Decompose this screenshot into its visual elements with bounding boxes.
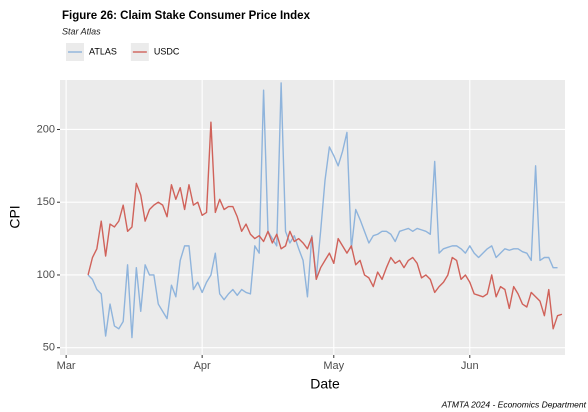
chart-subtitle: Star Atlas xyxy=(62,26,101,36)
x-tick-label: May xyxy=(323,360,344,372)
legend-label: USDC xyxy=(154,46,180,56)
y-tick-label: 50 xyxy=(43,342,55,354)
y-axis-label: CPI xyxy=(7,205,23,228)
caption: ATMTA 2024 - Economics Department xyxy=(441,399,587,409)
legend-label: ATLAS xyxy=(89,46,117,56)
x-tick-label: Apr xyxy=(194,360,211,372)
x-tick-label: Mar xyxy=(57,360,76,372)
y-tick-label: 100 xyxy=(37,269,55,281)
x-axis-label: Date xyxy=(310,376,340,392)
line-series xyxy=(87,82,558,339)
panel xyxy=(60,80,565,355)
chart-title: Figure 26: Claim Stake Consumer Price In… xyxy=(62,10,311,22)
y-tick-label: 200 xyxy=(37,123,55,135)
y-tick-label: 150 xyxy=(37,196,55,208)
x-tick-label: Jun xyxy=(461,360,479,372)
line-series xyxy=(87,121,563,330)
